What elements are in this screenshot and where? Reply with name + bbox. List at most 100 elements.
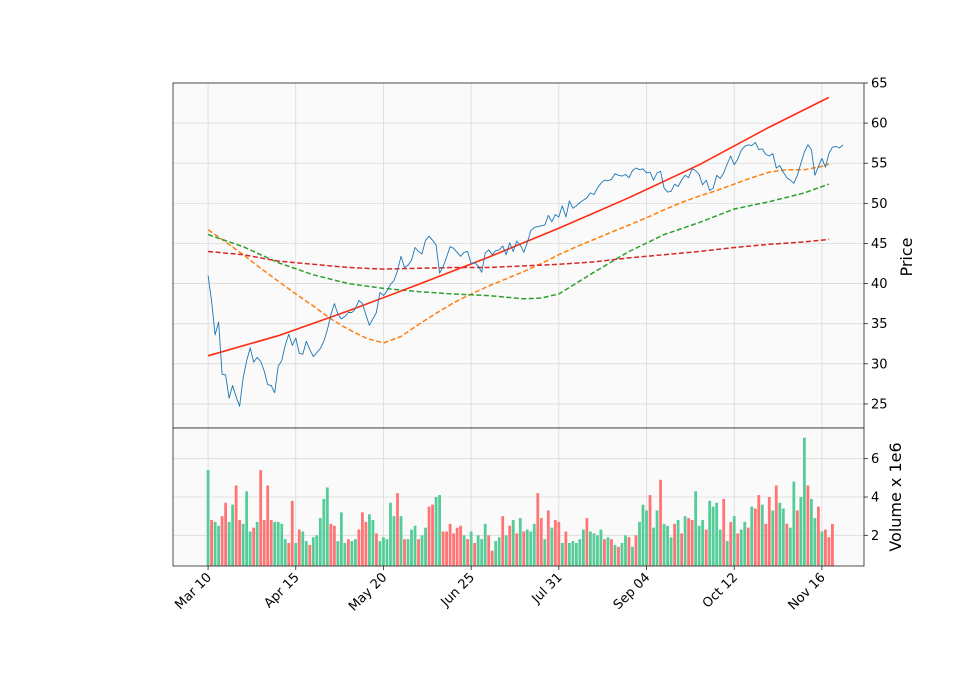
volume-ytick-label-2: 6 <box>871 452 879 467</box>
volume-bar-177 <box>827 537 831 566</box>
volume-bar-13 <box>252 527 256 566</box>
volume-bar-175 <box>820 531 824 566</box>
volume-bar-139 <box>694 491 698 566</box>
volume-bar-17 <box>266 485 270 566</box>
volume-bar-54 <box>396 493 399 566</box>
volume-bar-159 <box>764 523 768 566</box>
volume-bar-151 <box>736 533 740 566</box>
volume-bar-42 <box>353 539 357 566</box>
volume-bar-33 <box>322 498 326 566</box>
volume-bar-38 <box>339 512 343 566</box>
volume-bar-162 <box>774 485 778 566</box>
volume-bar-119 <box>624 535 627 566</box>
price-ytick-label-7: 60 <box>871 117 888 132</box>
volume-bar-15 <box>259 470 263 566</box>
volume-bar-61 <box>420 535 424 566</box>
volume-bar-168 <box>795 510 799 566</box>
volume-y-axis-label: Volume x 1e6 <box>886 442 905 551</box>
price-ytick-label-1: 30 <box>871 357 888 372</box>
volume-bar-41 <box>350 541 354 566</box>
volume-bar-34 <box>325 487 329 566</box>
series-line-1 <box>207 163 830 344</box>
volume-bar-58 <box>410 529 413 566</box>
volume-bar-136 <box>683 516 687 566</box>
volume-bar-123 <box>638 521 641 566</box>
volume-bar-30 <box>311 537 315 566</box>
volume-bar-174 <box>816 506 820 566</box>
volume-bar-125 <box>645 510 648 566</box>
volume-bar-94 <box>536 493 540 566</box>
volume-bar-25 <box>294 543 298 566</box>
volume-bar-31 <box>315 535 319 566</box>
volume-bar-49 <box>378 541 382 566</box>
volume-bar-39 <box>343 543 347 566</box>
volume-bar-117 <box>617 546 620 566</box>
volume-bar-52 <box>389 502 392 566</box>
volume-bar-29 <box>308 544 312 566</box>
price-ytick-label-2: 35 <box>871 317 888 332</box>
volume-bar-27 <box>301 531 305 566</box>
volume-bar-70 <box>452 533 456 566</box>
volume-bar-170 <box>802 437 806 566</box>
volume-bar-111 <box>596 535 599 566</box>
volume-ytick-label-0: 2 <box>871 529 879 544</box>
volume-bar-141 <box>701 520 705 566</box>
volume-bar-57 <box>406 539 410 566</box>
volume-bar-80 <box>487 535 491 566</box>
volume-bar-44 <box>361 512 364 566</box>
volume-bar-66 <box>438 495 441 566</box>
volume-bar-105 <box>574 543 578 566</box>
volume-bar-36 <box>332 525 336 566</box>
volume-bar-51 <box>385 539 389 566</box>
volume-bar-84 <box>501 516 505 566</box>
volume-bar-77 <box>476 535 480 566</box>
volume-bar-92 <box>529 531 533 566</box>
volume-bar-109 <box>589 531 592 566</box>
volume-bar-140 <box>697 525 701 566</box>
volume-bar-78 <box>480 539 484 566</box>
volume-bar-71 <box>455 527 459 566</box>
volume-bar-128 <box>655 510 659 566</box>
volume-bar-11 <box>245 491 249 566</box>
volume-bar-22 <box>283 539 287 566</box>
volume-bar-165 <box>785 523 789 566</box>
volume-bar-50 <box>382 537 385 566</box>
volume-bar-72 <box>459 525 463 566</box>
price-ytick-label-5: 50 <box>871 197 888 212</box>
volume-bar-171 <box>806 485 810 566</box>
volume-bar-40 <box>346 539 350 566</box>
volume-bar-169 <box>799 497 803 566</box>
series-line-0 <box>207 141 844 407</box>
volume-bar-142 <box>704 529 708 566</box>
volume-bar-79 <box>483 523 487 566</box>
volume-bar-138 <box>690 520 694 566</box>
volume-bar-161 <box>771 510 775 566</box>
volume-bar-82 <box>494 541 498 566</box>
volume-bar-156 <box>753 508 757 566</box>
volume-bar-20 <box>276 521 280 566</box>
volume-bar-103 <box>567 543 571 566</box>
volume-bar-100 <box>557 521 561 566</box>
volume-bar-135 <box>680 533 684 566</box>
volume-bar-83 <box>497 537 501 566</box>
volume-bar-95 <box>539 518 543 566</box>
volume-bar-122 <box>634 535 638 566</box>
volume-bar-160 <box>767 497 771 566</box>
volume-bar-108 <box>585 518 589 566</box>
volume-bar-14 <box>255 521 259 566</box>
volume-bar-23 <box>287 543 291 566</box>
volume-bar-99 <box>553 520 557 566</box>
volume-bar-28 <box>304 541 308 566</box>
volume-y-axis: 2 4 6 <box>864 452 879 544</box>
volume-bar-130 <box>662 523 666 566</box>
volume-bar-9 <box>238 520 242 566</box>
volume-bar-164 <box>781 508 785 566</box>
volume-bar-59 <box>413 525 417 566</box>
volume-bar-65 <box>434 497 438 566</box>
volume-bar-63 <box>427 506 431 566</box>
volume-bar-4 <box>220 516 224 566</box>
volume-bar-172 <box>809 498 813 566</box>
volume-bar-157 <box>757 495 761 566</box>
series-line-3 <box>208 238 829 270</box>
volume-bar-104 <box>571 541 575 566</box>
